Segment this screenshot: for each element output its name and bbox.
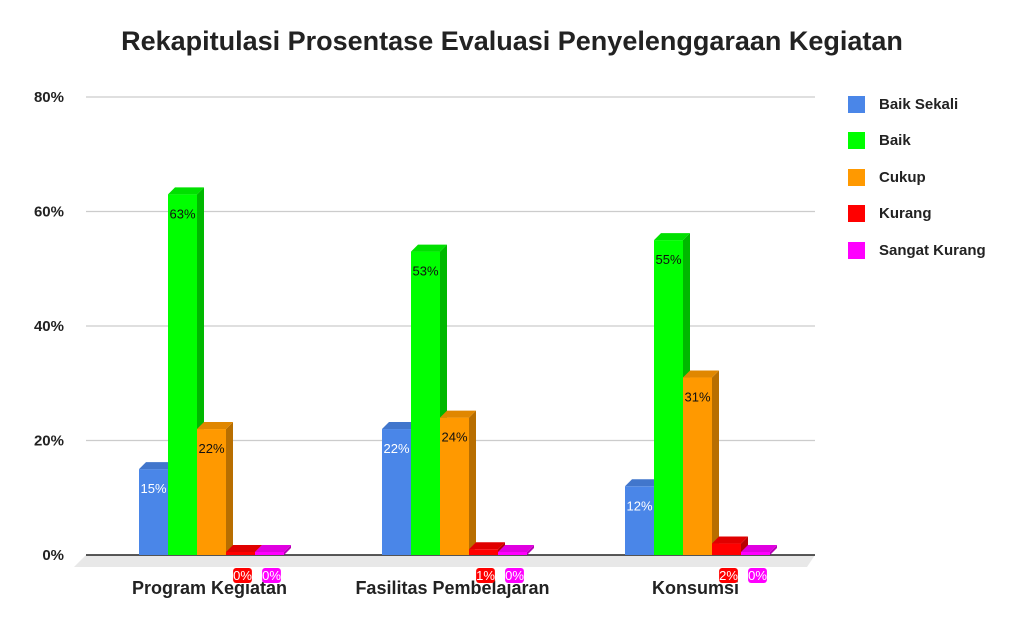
bar-cukup [197,422,233,555]
data-label: 55% [655,252,681,267]
bar-top [625,479,661,487]
bar-top [654,233,690,241]
data-label: 2% [719,568,738,583]
y-tick-label: 20% [34,433,64,450]
bar-top [498,545,534,552]
data-label: 12% [626,498,652,513]
bar-top [197,422,233,430]
bar-front [741,552,770,555]
data-label: 0% [505,568,524,583]
chart-legend: Baik Sekali Baik Cukup Kurang Sangat Kurang [848,86,986,269]
legend-swatch [848,95,865,113]
bar-top [168,187,204,195]
bar-cukup [683,370,719,555]
legend-label: Kurang [879,205,932,223]
bar-front [469,549,498,555]
bar-top [411,244,447,252]
y-tick-label: 80% [34,89,64,106]
data-label-badge [748,568,767,583]
bar-front [255,552,284,555]
data-label: 22% [198,441,224,456]
bar-side [226,422,233,555]
x-tick-label: Fasilitas Pembelajaran [355,578,549,598]
data-label: 15% [140,481,166,496]
bar-front [683,377,712,555]
bar-top [712,536,748,544]
bar-front [139,469,168,555]
data-label: 22% [383,441,409,456]
bar-top [469,542,505,550]
y-tick-label: 40% [34,318,64,335]
bar-top [382,422,418,430]
legend-item: Baik [848,123,986,160]
bar-cukup [440,410,476,555]
bar-top [683,370,719,378]
bar-front [625,486,654,555]
data-label-badge [476,568,495,583]
data-label-badge [719,568,738,583]
bar-front [712,543,741,555]
data-label: 53% [412,264,438,279]
legend-item: Kurang [848,196,986,233]
bar-front [382,429,411,555]
data-label: 63% [169,206,195,221]
data-label: 0% [748,568,767,583]
data-label-badge [262,568,281,583]
data-label: 1% [476,568,495,583]
legend-swatch [848,168,865,186]
chart-floor [74,555,815,567]
legend-item: Baik Sekali [848,86,986,123]
bar-front [197,429,226,555]
data-label-badge [505,568,524,583]
data-label: 31% [684,390,710,405]
bar-sangat-kurang [741,545,777,555]
legend-label: Cukup [879,168,926,186]
bar-side [770,545,777,555]
y-tick-label: 60% [34,204,64,221]
bar-front [498,552,527,555]
bar-top [226,545,262,552]
bar-front [411,251,440,555]
chart-title: Rekapitulasi Prosentase Evaluasi Penyele… [121,26,903,56]
legend-swatch [848,241,865,259]
bar-sangat-kurang [498,545,534,555]
bar-top [440,410,476,418]
x-tick-label: Konsumsi [652,578,739,598]
bar-front [226,552,255,555]
bar-top [255,545,291,552]
legend-item: Cukup [848,159,986,196]
bar-sangat-kurang [255,545,291,555]
bar-front [440,417,469,555]
bar-side [712,370,719,555]
bar-top [139,462,175,470]
bar-baik-sekali [382,422,418,555]
legend-label: Baik [879,132,911,150]
bar-front [168,194,197,555]
bar-front [654,240,683,555]
legend-label: Sangat Kurang [879,241,986,259]
legend-label: Baik Sekali [879,95,959,113]
y-tick-label: 0% [42,547,64,564]
bar-side [284,545,291,555]
bar-top [741,545,777,552]
legend-item: Sangat Kurang [848,232,986,269]
data-label: 24% [441,430,467,445]
legend-swatch [848,132,865,150]
bar-side [527,545,534,555]
data-label-badge [233,568,252,583]
data-label: 0% [233,568,252,583]
legend-swatch [848,205,865,223]
data-label: 0% [262,568,281,583]
bar-side [469,410,476,555]
